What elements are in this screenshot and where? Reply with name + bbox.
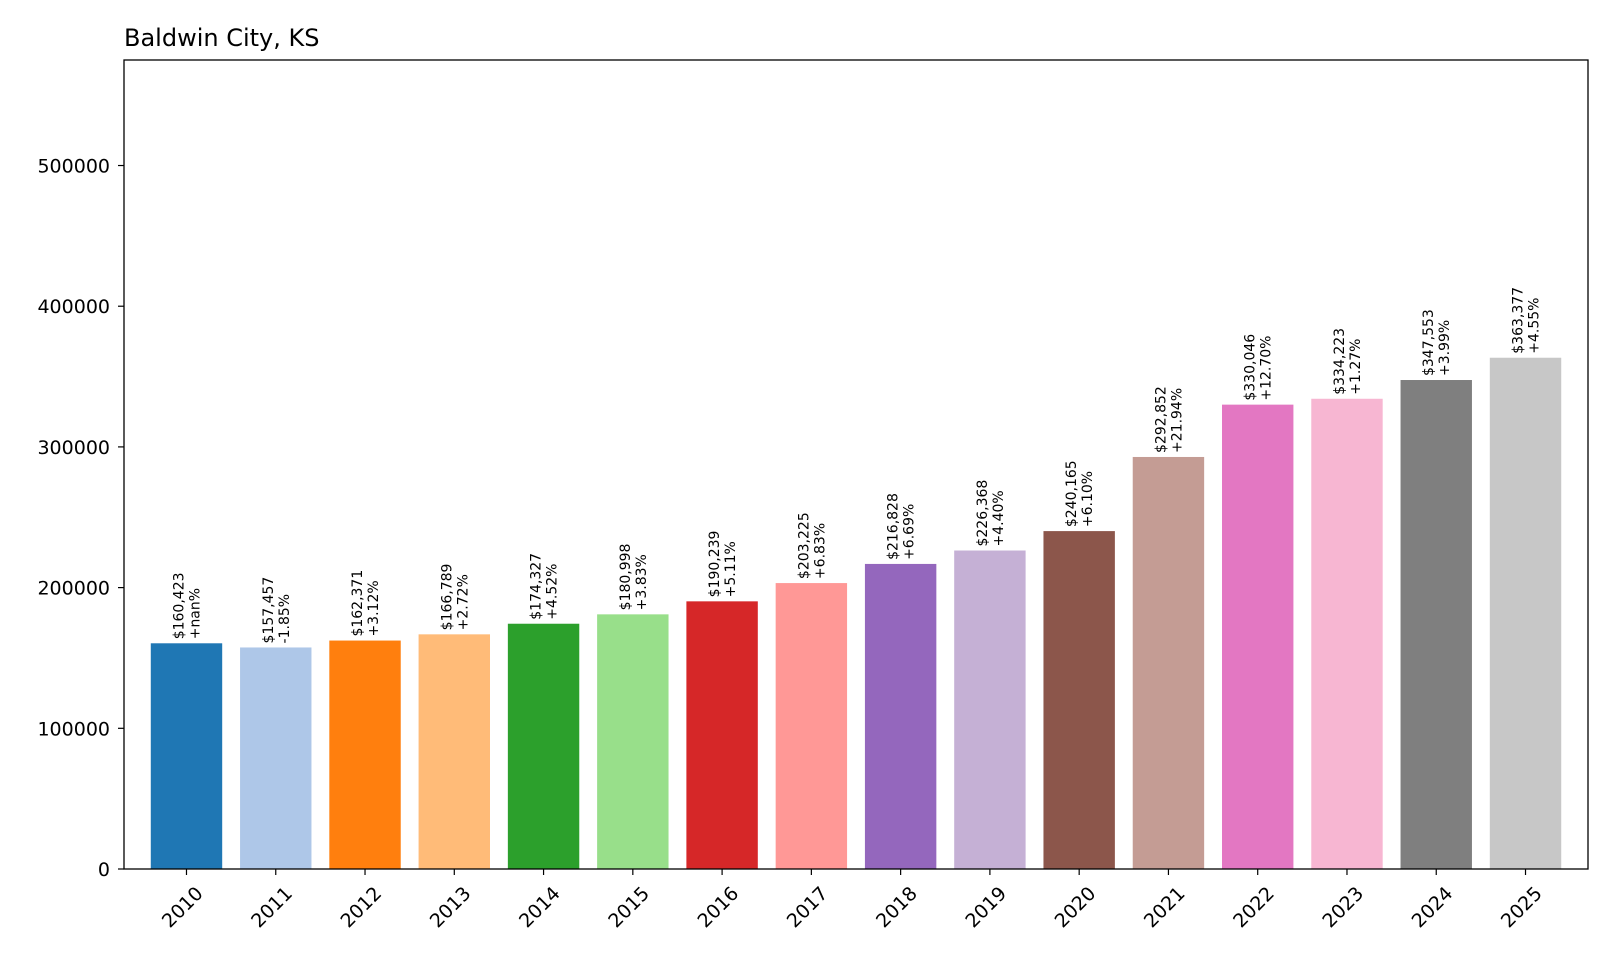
bar-2018	[864, 563, 937, 869]
bar-2021	[1132, 456, 1205, 869]
y-tick-label-0: 0	[98, 859, 110, 881]
y-tick-label-500000: 500000	[37, 156, 110, 178]
bar-value-label-2015: $180,998	[618, 544, 634, 611]
bar-2025	[1489, 357, 1562, 869]
bar-change-label-2022: +12.70%	[1259, 336, 1275, 401]
bar-value-label-2014: $174,327	[529, 553, 545, 620]
bar-2016	[686, 601, 758, 869]
bar-2014	[507, 623, 580, 869]
bar-value-label-2019: $226,368	[975, 480, 991, 547]
bar-labels-layer: $160,423 +nan% $157,457 -1.85% $162,371 +3.12…	[171, 287, 1542, 644]
bar-2022	[1222, 404, 1294, 869]
x-tick-label-2012: 2012	[336, 883, 386, 933]
bar-change-label-2015: +3.83%	[634, 554, 650, 610]
x-tick-label-2022: 2022	[1229, 883, 1279, 933]
bar-value-label-2016: $190,239	[707, 531, 723, 598]
x-tick-label-2014: 2014	[515, 883, 565, 933]
bar-change-label-2011: -1.85%	[277, 594, 293, 644]
bar-value-label-2022: $330,046	[1243, 334, 1259, 401]
bar-2019	[954, 550, 1026, 869]
bar-2011	[240, 647, 312, 869]
y-tick-label-300000: 300000	[37, 437, 110, 459]
bar-value-label-2021: $292,852	[1153, 386, 1169, 453]
bar-change-label-2014: +4.52%	[545, 564, 561, 620]
x-tick-label-2019: 2019	[961, 883, 1011, 933]
x-tick-label-2024: 2024	[1408, 883, 1458, 933]
bar-change-label-2025: +4.55%	[1527, 298, 1543, 354]
bar-change-label-2021: +21.94%	[1169, 388, 1185, 453]
bar-value-label-2011: $157,457	[261, 577, 277, 644]
bar-change-label-2020: +6.10%	[1080, 471, 1096, 527]
bar-value-label-2018: $216,828	[886, 493, 902, 560]
bar-2015	[597, 614, 669, 869]
bar-value-label-2020: $240,165	[1064, 460, 1080, 527]
bar-change-label-2013: +2.72%	[455, 574, 471, 630]
x-tick-label-2025: 2025	[1497, 883, 1547, 933]
bar-change-label-2019: +4.40%	[991, 490, 1007, 546]
bar-2023	[1311, 398, 1383, 869]
y-tick-label-400000: 400000	[37, 296, 110, 318]
bar-2010	[150, 643, 223, 869]
x-tick-label-2011: 2011	[247, 883, 297, 933]
x-tick-label-2021: 2021	[1140, 883, 1190, 933]
x-tick-label-2013: 2013	[426, 883, 476, 933]
plot-frame	[123, 59, 1589, 870]
bar-value-label-2023: $334,223	[1332, 328, 1348, 395]
bar-2024	[1400, 380, 1472, 869]
y-axis: 0 100000 200000 300000 400000 500000	[37, 156, 124, 881]
bar-value-label-2010: $160,423	[171, 572, 187, 639]
bar-value-label-2012: $162,371	[350, 570, 366, 637]
x-tick-label-2015: 2015	[604, 883, 654, 933]
x-tick-label-2023: 2023	[1318, 883, 1368, 933]
bar-change-label-2017: +6.83%	[812, 523, 828, 579]
bar-2013	[418, 634, 490, 869]
y-tick-label-200000: 200000	[37, 578, 110, 600]
x-tick-label-2016: 2016	[693, 883, 743, 933]
bar-change-label-2024: +3.99%	[1437, 320, 1453, 376]
x-tick-label-2010: 2010	[158, 883, 208, 933]
y-tick-label-100000: 100000	[37, 718, 110, 740]
chart-title: Baldwin City, KS	[124, 24, 319, 52]
bar-2017	[775, 583, 848, 869]
bar-value-label-2024: $347,553	[1421, 309, 1437, 376]
x-tick-label-2020: 2020	[1051, 883, 1101, 933]
bar-2012	[329, 640, 401, 869]
bar-value-label-2017: $203,225	[796, 512, 812, 579]
bar-change-label-2023: +1.27%	[1348, 339, 1364, 395]
bar-value-label-2013: $166,789	[439, 564, 455, 631]
bars-layer	[150, 357, 1562, 869]
bar-2020	[1043, 531, 1115, 869]
x-tick-label-2018: 2018	[872, 883, 922, 933]
bar-change-label-2012: +3.12%	[366, 580, 382, 636]
bar-change-label-2010: +nan%	[187, 588, 203, 639]
x-tick-label-2017: 2017	[783, 883, 833, 933]
bar-change-label-2018: +6.69%	[902, 504, 918, 560]
bar-change-label-2016: +5.11%	[723, 541, 739, 597]
x-axis: 2010 2011 2012 2013 2014 2015 2016 2017 2018 2019…	[158, 869, 1547, 932]
bar-value-label-2025: $363,377	[1511, 287, 1527, 354]
